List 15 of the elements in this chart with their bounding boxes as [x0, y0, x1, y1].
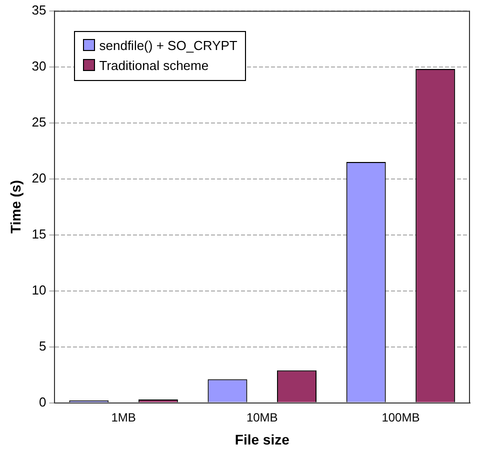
legend-label: sendfile() + SO_CRYPT: [98, 36, 238, 55]
legend-label: Traditional scheme: [98, 56, 210, 75]
y-axis-title: Time (s): [7, 180, 24, 234]
x-tick-label: 10MB: [246, 410, 278, 424]
y-tick-label: 0: [39, 394, 46, 410]
y-tick-label: 15: [32, 226, 46, 242]
x-tick-label: 100MB: [382, 410, 420, 424]
y-tick-label: 20: [32, 170, 46, 186]
x-axis-title: File size: [234, 431, 290, 448]
y-tick-label: 10: [32, 282, 46, 298]
y-tick-label: 35: [32, 2, 46, 18]
x-tick-label: 1MB: [111, 410, 136, 424]
y-tick-label: 25: [32, 114, 46, 130]
y-tick-label: 30: [32, 58, 46, 74]
y-tick-label: 5: [39, 338, 46, 354]
